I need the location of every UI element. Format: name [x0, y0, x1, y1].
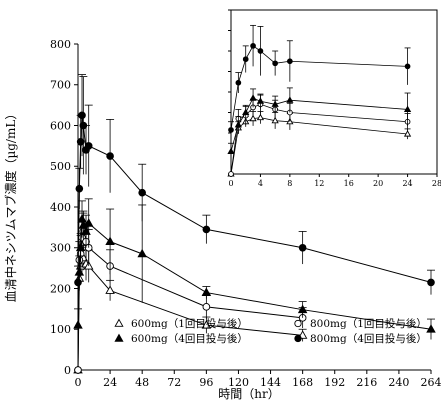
inset-x-tick-label: 20: [373, 179, 383, 188]
main-data-point: [203, 303, 210, 310]
main-y-tick-label: 200: [50, 282, 71, 295]
inset-data-point: [229, 128, 234, 133]
main-x-tick-label: 168: [292, 376, 313, 389]
inset-data-point: [287, 59, 292, 64]
main-x-tick-label: 24: [103, 376, 117, 389]
main-y-tick-label: 100: [50, 323, 71, 336]
main-data-point: [80, 122, 87, 129]
inset-x-tick-label: 12: [314, 179, 324, 188]
x-axis-label: 時間（hr）: [218, 387, 279, 401]
main-x-tick-label: 240: [388, 376, 409, 389]
main-x-tick-label: 48: [135, 376, 149, 389]
main-x-tick-label: 192: [324, 376, 345, 389]
main-y-tick-label: 800: [50, 38, 71, 51]
inset-x-tick-label: 24: [402, 179, 412, 188]
main-data-point: [139, 189, 146, 196]
legend-marker: [295, 320, 301, 326]
legend-marker: [115, 320, 123, 327]
main-y-tick-label: 300: [50, 242, 71, 255]
main-series-line: [78, 231, 303, 370]
main-y-tick-label: 700: [50, 79, 71, 92]
inset-x-tick-label: 4: [258, 179, 263, 188]
main-x-tick-label: 264: [421, 376, 441, 389]
inset-x-tick-label: 0: [228, 179, 233, 188]
inset-data-point: [229, 172, 234, 177]
main-y-tick-label: 0: [64, 364, 71, 377]
inset-x-tick-label: 28: [432, 179, 441, 188]
main-data-point: [202, 288, 210, 295]
main-data-point: [76, 185, 83, 192]
inset-x-tick-label: 8: [287, 179, 292, 188]
legend-label: 800mg（1回目投与後）: [310, 317, 427, 330]
main-data-point: [79, 112, 86, 119]
main-data-point: [107, 153, 114, 160]
main-data-point: [106, 237, 114, 244]
legend-item-s600_first: 600mg（1回目投与後）: [115, 317, 248, 330]
main-data-point: [75, 279, 82, 286]
legend-label: 800mg（4回目投与後）: [310, 332, 427, 345]
main-data-point: [75, 367, 82, 374]
main-data-point: [299, 244, 306, 251]
inset-data-point: [243, 57, 248, 62]
inset-data-point: [251, 43, 256, 48]
inset-data-point: [258, 49, 263, 54]
main-data-point: [77, 138, 84, 145]
main-data-point: [203, 226, 210, 233]
y-axis-label: 血清中ネシツムマブ濃度（µg/mL）: [3, 108, 18, 303]
inset-x-tick-label: 16: [344, 179, 354, 188]
main-x-tick-label: 96: [199, 376, 213, 389]
main-y-tick-label: 500: [50, 160, 71, 173]
inset-plot: 0 4 8 12 16 20 24 28: [228, 10, 441, 188]
legend-item-s800_fourth: 800mg（4回目投与後）: [295, 332, 427, 345]
main-data-point: [74, 321, 82, 328]
legend-label: 600mg（4回目投与後）: [131, 332, 248, 345]
inset-data-point: [236, 80, 241, 85]
main-data-point: [428, 279, 435, 286]
inset-data-point: [405, 64, 410, 69]
main-data-point: [85, 143, 92, 150]
legend-marker: [115, 335, 123, 342]
legend-marker: [295, 335, 301, 341]
legend-item-s600_fourth: 600mg（4回目投与後）: [115, 332, 248, 345]
main-x-tick-label: 72: [167, 376, 181, 389]
legend: 600mg（1回目投与後） 800mg（1回目投与後） 600mg（4回目投与後） 8…: [115, 317, 427, 345]
main-x-tick-label: 0: [75, 376, 82, 389]
main-y-tick-label: 600: [50, 119, 71, 132]
inset-frame: [231, 10, 437, 174]
main-y-tick-label: 400: [50, 201, 71, 214]
legend-label: 600mg（1回目投与後）: [131, 317, 248, 330]
main-x-tick-label: 216: [356, 376, 377, 389]
inset-data-point: [273, 61, 278, 66]
legend-item-s800_first: 800mg（1回目投与後）: [295, 317, 427, 330]
